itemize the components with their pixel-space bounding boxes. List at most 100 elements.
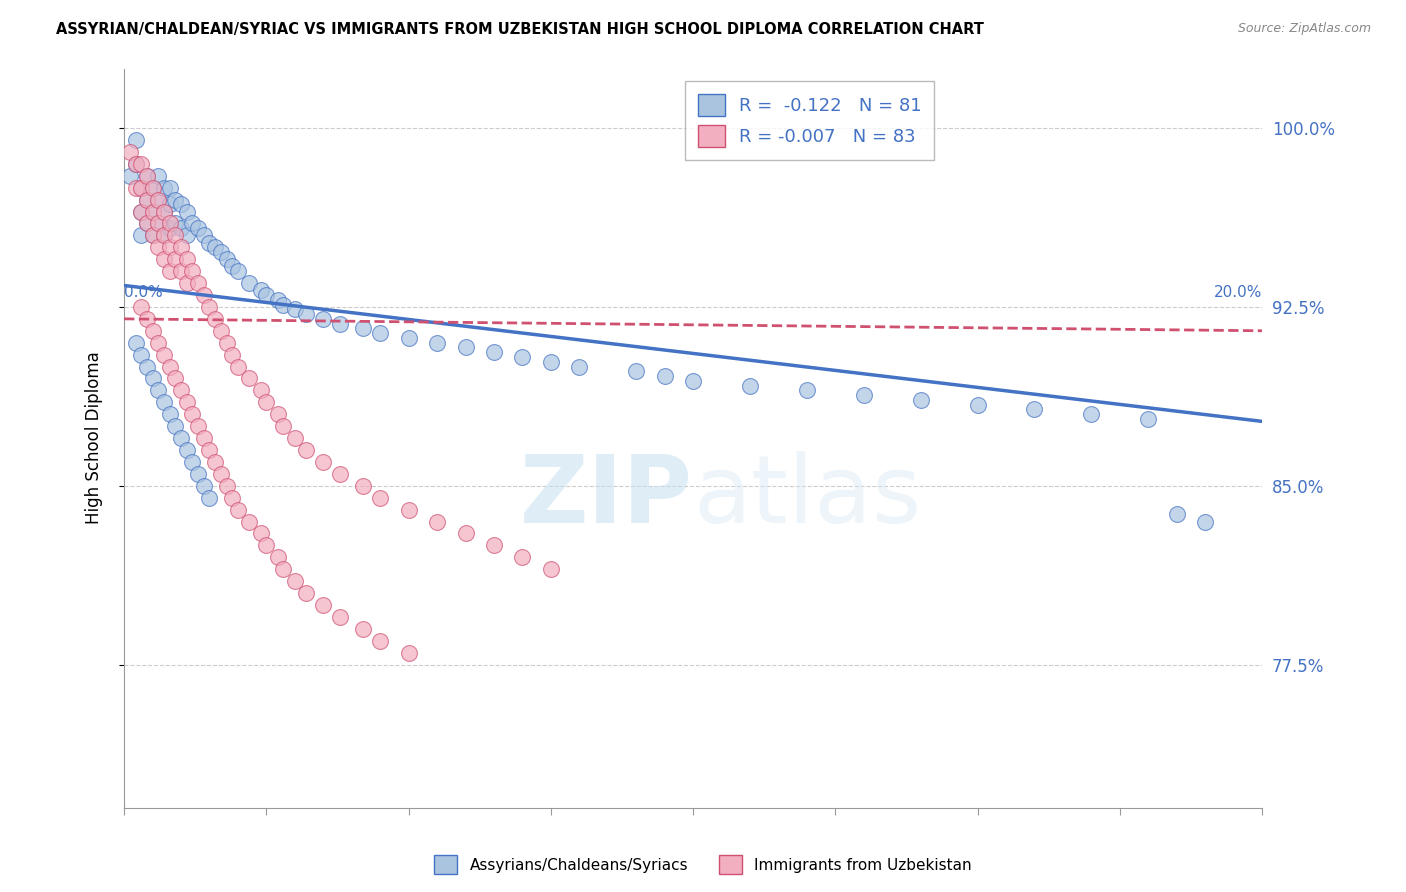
Point <box>181 455 204 469</box>
Point <box>148 335 170 350</box>
Point <box>129 180 152 194</box>
Point <box>193 228 215 243</box>
Point <box>284 431 307 445</box>
Point <box>142 228 165 243</box>
Point <box>176 252 198 267</box>
Legend: Assyrians/Chaldeans/Syriacs, Immigrants from Uzbekistan: Assyrians/Chaldeans/Syriacs, Immigrants … <box>429 849 977 880</box>
Point <box>142 371 165 385</box>
Point <box>312 455 335 469</box>
Point <box>135 217 157 231</box>
Point <box>295 586 318 600</box>
Point <box>159 197 181 211</box>
Point <box>540 562 562 576</box>
Point <box>148 384 170 398</box>
Text: ASSYRIAN/CHALDEAN/SYRIAC VS IMMIGRANTS FROM UZBEKISTAN HIGH SCHOOL DIPLOMA CORRE: ASSYRIAN/CHALDEAN/SYRIAC VS IMMIGRANTS F… <box>56 22 984 37</box>
Point <box>368 491 391 505</box>
Point <box>129 204 152 219</box>
Text: ZIP: ZIP <box>520 451 693 543</box>
Point <box>852 388 875 402</box>
Point <box>193 431 215 445</box>
Point <box>482 538 505 552</box>
Point <box>153 204 176 219</box>
Point <box>249 283 271 297</box>
Point <box>254 395 277 409</box>
Point <box>221 491 243 505</box>
Point <box>165 419 187 434</box>
Point <box>153 252 176 267</box>
Point <box>254 538 277 552</box>
Point <box>273 297 295 311</box>
Point <box>153 204 176 219</box>
Point <box>398 646 420 660</box>
Point <box>176 276 198 290</box>
Point <box>193 288 215 302</box>
Point <box>135 359 157 374</box>
Point <box>238 276 260 290</box>
Point <box>796 384 818 398</box>
Point <box>398 331 420 345</box>
Point <box>135 193 157 207</box>
Point <box>221 348 243 362</box>
Point <box>352 622 374 636</box>
Point <box>226 359 249 374</box>
Point <box>129 228 152 243</box>
Point <box>170 431 193 445</box>
Point <box>209 324 232 338</box>
Point <box>159 240 181 254</box>
Point <box>209 245 232 260</box>
Point <box>135 217 157 231</box>
Point <box>238 515 260 529</box>
Point <box>187 467 209 481</box>
Point <box>454 341 477 355</box>
Point <box>454 526 477 541</box>
Point <box>352 479 374 493</box>
Point <box>368 326 391 341</box>
Point <box>153 348 176 362</box>
Point <box>267 293 290 307</box>
Point <box>273 419 295 434</box>
Point <box>124 157 146 171</box>
Point <box>738 378 761 392</box>
Point <box>512 350 534 364</box>
Point <box>198 442 221 457</box>
Point <box>221 260 243 274</box>
Point <box>254 288 277 302</box>
Point <box>329 317 352 331</box>
Text: 0.0%: 0.0% <box>124 285 163 300</box>
Point <box>135 311 157 326</box>
Point <box>1166 508 1188 522</box>
Point <box>284 302 307 317</box>
Point <box>148 169 170 183</box>
Point <box>540 355 562 369</box>
Point <box>129 348 152 362</box>
Point <box>295 442 318 457</box>
Point <box>153 228 176 243</box>
Point <box>181 217 204 231</box>
Point <box>159 221 181 235</box>
Point <box>176 395 198 409</box>
Point <box>187 221 209 235</box>
Point <box>142 324 165 338</box>
Point <box>312 598 335 612</box>
Point <box>118 169 141 183</box>
Point <box>129 157 152 171</box>
Point <box>204 240 226 254</box>
Text: 20.0%: 20.0% <box>1213 285 1263 300</box>
Point <box>165 371 187 385</box>
Point <box>135 169 157 183</box>
Point <box>159 359 181 374</box>
Point <box>249 384 271 398</box>
Point <box>198 300 221 314</box>
Point <box>209 467 232 481</box>
Point <box>654 369 676 384</box>
Point <box>142 180 165 194</box>
Point <box>148 217 170 231</box>
Point <box>267 550 290 565</box>
Point <box>198 491 221 505</box>
Point <box>170 384 193 398</box>
Point <box>170 197 193 211</box>
Point <box>153 180 176 194</box>
Point <box>159 180 181 194</box>
Point <box>148 217 170 231</box>
Point <box>129 204 152 219</box>
